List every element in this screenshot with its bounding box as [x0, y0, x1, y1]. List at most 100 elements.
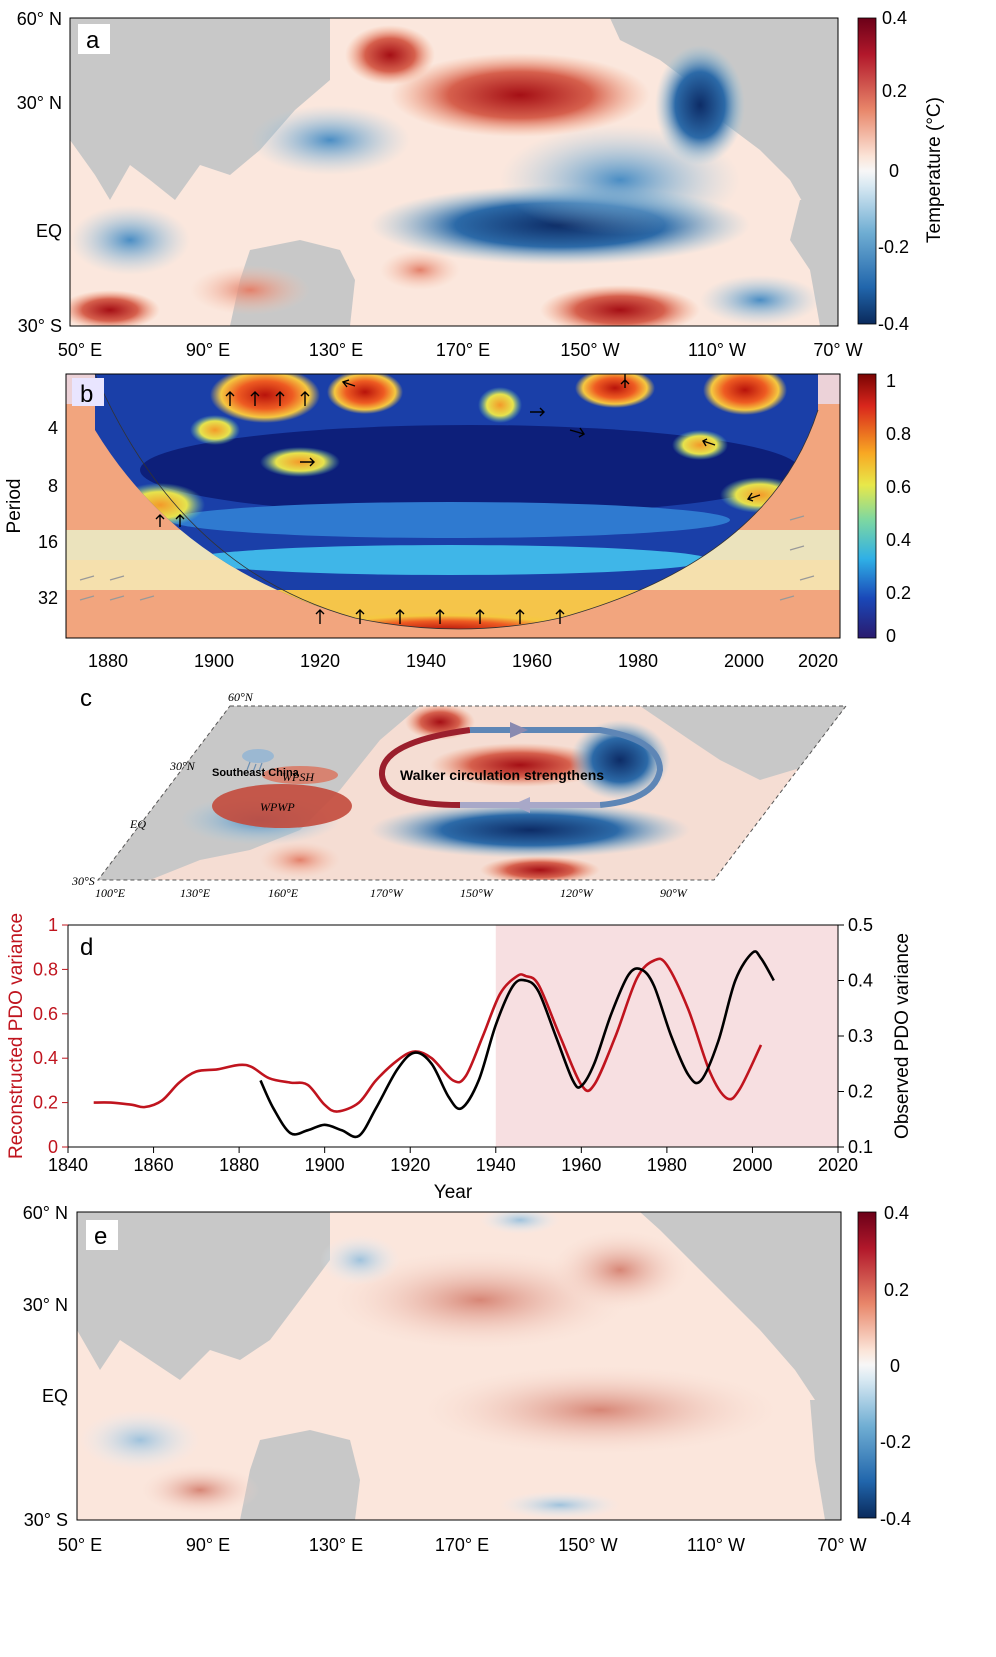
panel-d-chart: d 1840 1860 1880 1900 1920 1940 1960 1980 2000 20… — [6, 913, 913, 1203]
panel-e-colorbar: 0.4 0.2 0 -0.2 -0.4 — [857, 1203, 911, 1529]
walker-loop-east — [470, 727, 664, 808]
north-pacific-warm — [390, 53, 650, 137]
walker-arrow-east — [510, 722, 528, 738]
cbar-a-tick: 0.4 — [882, 8, 907, 28]
year-tick-b: 1980 — [618, 651, 658, 671]
y-right-tick-label: 0.4 — [848, 971, 873, 991]
year-tick-b: 2000 — [724, 651, 764, 671]
cbar-a-tick: -0.2 — [878, 237, 909, 257]
period-tick: 4 — [48, 418, 58, 438]
y-left-tick-label: 0.8 — [33, 959, 58, 979]
year-tick-b: 2020 — [798, 651, 838, 671]
americas-land — [610, 18, 838, 230]
wpsh-label: WPSH — [282, 770, 315, 784]
lon-tick-c: 100°E — [95, 886, 126, 900]
year-tick-b: 1900 — [194, 651, 234, 671]
y-left-tick-label: 0 — [48, 1137, 58, 1157]
cbar-b-tick: 0.4 — [886, 530, 911, 550]
lon-tick-a: 150° W — [560, 340, 619, 360]
wpsh-region — [262, 766, 338, 784]
panel-e-lon-ticks: 50° E 90° E 130° E 170° E 150° W 110° W … — [58, 1535, 867, 1555]
y-left-tick-label: 0.4 — [33, 1048, 58, 1068]
lon-tick-a: 50° E — [58, 340, 102, 360]
x-tick-label: 1920 — [390, 1155, 430, 1175]
panel-e-label: e — [94, 1223, 107, 1250]
y-left-tick-label: 0.2 — [33, 1093, 58, 1113]
lon-tick-a: 90° E — [186, 340, 230, 360]
lat-tick-c: 30°S — [71, 874, 95, 888]
lat-tick-c: 30°N — [169, 759, 196, 773]
cbar-b-tick: 0 — [886, 626, 896, 646]
lon-tick-e: 170° E — [435, 1535, 489, 1555]
equatorial-warm-e — [420, 1365, 780, 1455]
lon-tick-e: 70° W — [817, 1535, 866, 1555]
y-left-label: Reconstructed PDO variance — [6, 913, 27, 1159]
lon-tick-c: 130°E — [180, 886, 211, 900]
phase-arrows — [155, 374, 761, 624]
lat-tick-c: EQ — [129, 817, 146, 831]
cbar-a-tick: 0 — [889, 161, 899, 181]
panel-d-label: d — [80, 934, 93, 961]
panel-a-label: a — [86, 27, 100, 54]
lat-tick-e: 30° N — [23, 1295, 68, 1315]
asia-land-e — [77, 1212, 330, 1380]
southeast-china-label: Southeast China — [212, 767, 300, 779]
lon-tick-e: 150° W — [558, 1535, 617, 1555]
panel-b-label: b — [80, 381, 93, 408]
year-tick-b: 1880 — [88, 651, 128, 671]
x-tick-label: 1960 — [561, 1155, 601, 1175]
lon-tick-e: 130° E — [309, 1535, 363, 1555]
panel-a-lon-ticks: 50° E 90° E 130° E 170° E 150° W 110° W … — [58, 340, 863, 360]
cbar-a-title: Temperature (°C) — [924, 97, 945, 243]
wpwp-label: WPWP — [260, 800, 295, 814]
lon-tick-a: 70° W — [813, 340, 862, 360]
lon-tick-c: 120°W — [560, 886, 594, 900]
lat-tick-a: 60° N — [17, 9, 62, 29]
panel-b-colorbar: 1 0.8 0.6 0.4 0.2 0 — [857, 371, 911, 646]
y-right-tick-label: 0.3 — [848, 1026, 873, 1046]
lon-tick-c: 90°W — [660, 886, 688, 900]
lon-tick-a: 110° W — [688, 340, 746, 360]
panel-a-map: a — [69, 17, 839, 327]
cbar-b-tick: 0.6 — [886, 477, 911, 497]
coi-arrows — [79, 515, 815, 601]
cbar-b-tick: 1 — [886, 371, 896, 391]
y-left-tick-label: 1 — [48, 915, 58, 935]
panel-a-colorbar: 0.4 0.2 0 -0.2 -0.4 Temperature (°C) — [857, 8, 945, 334]
y-right-label: Observed PDO variance — [892, 933, 913, 1139]
y-right-tick-label: 0.2 — [848, 1082, 873, 1102]
lat-tick-a: EQ — [36, 221, 62, 241]
series-lines — [93, 950, 775, 1139]
cbar-e-tick: 0 — [890, 1356, 900, 1376]
year-tick-b: 1920 — [300, 651, 340, 671]
period-tick: 16 — [38, 532, 58, 552]
x-tick-label: 1840 — [48, 1155, 88, 1175]
x-tick-label: 2000 — [732, 1155, 772, 1175]
cbar-a-tick: 0.2 — [882, 81, 907, 101]
year-tick-b: 1960 — [512, 651, 552, 671]
lon-tick-c: 170°W — [370, 886, 404, 900]
cbar-e-tick: -0.4 — [880, 1509, 911, 1529]
walker-arrow-west — [512, 797, 530, 813]
x-tick-label: 1980 — [647, 1155, 687, 1175]
lon-tick-a: 130° E — [309, 340, 363, 360]
lat-tick-e: EQ — [42, 1386, 68, 1406]
x-axis-label: Year — [434, 1182, 473, 1203]
walker-loop-west — [379, 727, 471, 808]
lon-tick-e: 50° E — [58, 1535, 102, 1555]
x-tick-label: 1940 — [476, 1155, 516, 1175]
americas-land-e — [640, 1212, 841, 1420]
australia-land-e — [240, 1430, 360, 1520]
panel-e-lat-ticks: 60° N 30° N EQ 30° S — [23, 1203, 68, 1530]
lon-tick-a: 170° E — [436, 340, 490, 360]
period-tick: 32 — [38, 588, 58, 608]
cbar-e-tick: -0.2 — [880, 1432, 911, 1452]
y-axis-left: 0 0.2 0.4 0.6 0.8 1 — [33, 915, 68, 1157]
panel-e-map: e — [76, 1211, 842, 1521]
lon-tick-c: 160°E — [268, 886, 299, 900]
panel-c-schematic: c Southeast China WPSH WPWP Walker circu… — [71, 685, 848, 900]
year-tick-b: 1940 — [406, 651, 446, 671]
lat-tick-a: 30° S — [18, 316, 62, 336]
x-axis: 1840 1860 1880 1900 1920 1940 1960 1980 2000 2020 — [48, 1147, 858, 1175]
